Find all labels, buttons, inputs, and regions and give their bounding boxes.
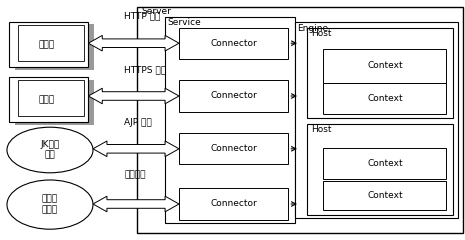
- Text: Context: Context: [367, 61, 403, 71]
- Polygon shape: [88, 88, 179, 104]
- Text: Engine: Engine: [298, 24, 329, 33]
- Bar: [323, 181, 446, 210]
- Polygon shape: [88, 36, 179, 51]
- Text: 其他协议: 其他协议: [124, 171, 146, 180]
- Bar: [323, 148, 446, 179]
- Bar: [307, 28, 453, 118]
- Text: Context: Context: [367, 191, 403, 200]
- Bar: [9, 22, 88, 67]
- Text: Context: Context: [367, 159, 403, 168]
- Bar: [15, 80, 94, 125]
- Bar: [323, 83, 446, 114]
- Bar: [179, 80, 288, 112]
- Text: 浏览器: 浏览器: [39, 40, 54, 49]
- Bar: [165, 17, 295, 223]
- Bar: [179, 188, 288, 220]
- Text: 浏览器: 浏览器: [39, 95, 54, 104]
- Bar: [323, 49, 446, 83]
- Bar: [307, 124, 453, 215]
- Text: Connector: Connector: [210, 39, 257, 48]
- Bar: [137, 7, 463, 233]
- Text: HTTPS 协议: HTTPS 协议: [124, 65, 166, 74]
- Bar: [179, 133, 288, 164]
- Text: JK连接
程序: JK连接 程序: [40, 140, 60, 160]
- Polygon shape: [93, 196, 179, 212]
- Text: Connector: Connector: [210, 91, 257, 101]
- Ellipse shape: [7, 127, 93, 173]
- Text: AJP 协议: AJP 协议: [124, 118, 152, 127]
- Bar: [295, 22, 458, 218]
- Text: Connector: Connector: [210, 144, 257, 153]
- Text: Host: Host: [312, 29, 332, 38]
- Text: Host: Host: [312, 125, 332, 134]
- Text: 其他连
接程序: 其他连 接程序: [42, 195, 58, 214]
- Text: Connector: Connector: [210, 199, 257, 209]
- Bar: [18, 80, 84, 116]
- Text: Context: Context: [367, 94, 403, 103]
- Text: Service: Service: [167, 18, 201, 27]
- Bar: [18, 25, 84, 61]
- Text: Server: Server: [142, 7, 172, 17]
- Polygon shape: [93, 141, 179, 156]
- Bar: [179, 28, 288, 59]
- Ellipse shape: [7, 180, 93, 229]
- Bar: [9, 77, 88, 122]
- Text: HTTP 协议: HTTP 协议: [124, 11, 160, 20]
- Bar: [15, 24, 94, 70]
